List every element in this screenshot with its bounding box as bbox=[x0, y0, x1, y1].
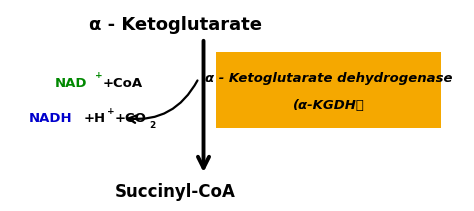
Text: +: + bbox=[107, 107, 115, 115]
FancyBboxPatch shape bbox=[216, 52, 441, 128]
Text: +: + bbox=[95, 72, 102, 81]
Text: +H: +H bbox=[83, 111, 105, 124]
Text: NADH: NADH bbox=[28, 111, 72, 124]
Text: +CO: +CO bbox=[115, 111, 146, 124]
Text: α - Ketoglutarate dehydrogenase: α - Ketoglutarate dehydrogenase bbox=[205, 72, 452, 85]
Text: +CoA: +CoA bbox=[102, 77, 142, 89]
Text: NAD: NAD bbox=[55, 77, 87, 89]
Text: α - Ketoglutarate: α - Ketoglutarate bbox=[89, 16, 262, 34]
Text: (α-KGDH）: (α-KGDH） bbox=[292, 99, 365, 112]
Text: 2: 2 bbox=[150, 120, 156, 130]
Text: Succinyl-CoA: Succinyl-CoA bbox=[115, 183, 236, 201]
